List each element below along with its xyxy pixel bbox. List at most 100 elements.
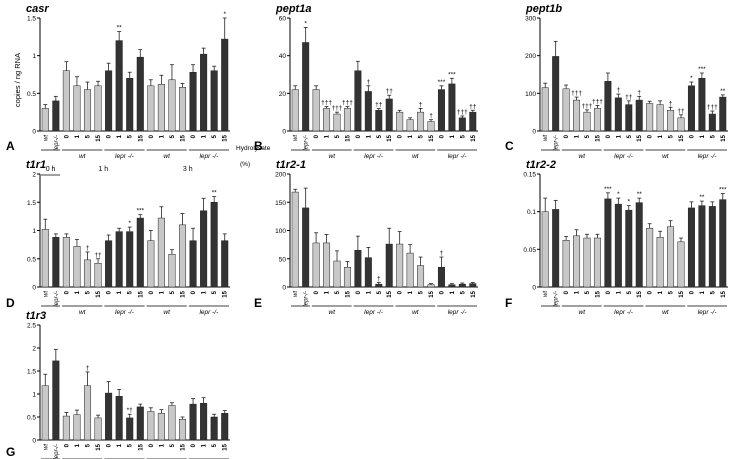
bar bbox=[593, 108, 601, 132]
bar bbox=[583, 237, 591, 288]
bar bbox=[562, 88, 570, 132]
y-tick-label: 40 bbox=[279, 53, 287, 60]
significance-mark: * bbox=[223, 11, 226, 18]
x-tick-label: lepr-/- bbox=[304, 291, 310, 307]
x-tick-label: 15 bbox=[637, 134, 643, 141]
y-tick-label: 0 bbox=[532, 285, 536, 292]
bar bbox=[593, 237, 601, 288]
bar bbox=[656, 104, 664, 132]
x-tick-label: 1 bbox=[366, 290, 372, 294]
group-label: wt bbox=[662, 153, 670, 160]
bar bbox=[541, 211, 549, 288]
bar bbox=[427, 121, 435, 132]
bar bbox=[333, 260, 341, 288]
group-label: wt bbox=[579, 153, 587, 160]
x-tick-label: 0 bbox=[606, 290, 612, 294]
x-tick-label: 1 bbox=[159, 443, 165, 447]
bar bbox=[115, 40, 123, 132]
x-tick-label: 5 bbox=[627, 290, 633, 294]
x-tick-label: 15 bbox=[96, 290, 102, 297]
x-tick-label: 5 bbox=[86, 290, 92, 294]
bar bbox=[708, 206, 716, 288]
bar bbox=[221, 38, 229, 132]
bar bbox=[333, 113, 341, 132]
group-label: lepr -/- bbox=[115, 153, 135, 160]
x-tick-label: 0 bbox=[648, 134, 654, 138]
bar bbox=[73, 85, 81, 132]
x-tick-label: lepr-/- bbox=[304, 135, 310, 151]
x-tick-label: 5 bbox=[128, 290, 134, 294]
y-tick-label: 0.1 bbox=[527, 209, 536, 216]
bar bbox=[437, 266, 445, 288]
y-tick-label: 0.5 bbox=[27, 256, 36, 263]
x-tick-label: 1 bbox=[159, 134, 165, 138]
bar bbox=[552, 56, 560, 132]
x-tick-label: 5 bbox=[170, 134, 176, 138]
bar bbox=[312, 242, 320, 288]
time-label: 1 h bbox=[98, 166, 108, 173]
significance-mark: †† bbox=[94, 252, 102, 259]
bar bbox=[354, 70, 362, 132]
bar bbox=[83, 259, 92, 288]
significance-mark: † bbox=[440, 250, 444, 257]
bar bbox=[115, 396, 123, 441]
x-tick-label: 0 bbox=[689, 290, 695, 294]
group-label: lepr -/- bbox=[448, 309, 468, 316]
bar bbox=[62, 237, 70, 288]
group-label: wt bbox=[579, 309, 587, 316]
x-tick-label: 5 bbox=[460, 290, 466, 294]
x-tick-label: 5 bbox=[585, 290, 591, 294]
bar bbox=[635, 202, 643, 288]
x-tick-label: 1 bbox=[117, 134, 123, 138]
bar bbox=[52, 100, 60, 132]
bar bbox=[552, 209, 560, 288]
bar bbox=[417, 111, 425, 132]
y-tick-label: 0.15 bbox=[523, 172, 536, 179]
y-tick-label: 1 bbox=[32, 53, 36, 60]
x-tick-label: 5 bbox=[335, 290, 341, 294]
bar bbox=[427, 284, 435, 288]
x-tick-label: 0 bbox=[191, 290, 197, 294]
x-tick-label: 1 bbox=[700, 134, 706, 138]
bar bbox=[687, 207, 695, 288]
bar bbox=[52, 237, 60, 288]
group-label: wt bbox=[329, 153, 337, 160]
x-tick-label: 1 bbox=[325, 290, 331, 294]
x-tick-label: 0 bbox=[107, 290, 113, 294]
bar bbox=[168, 253, 176, 288]
group-label: wt bbox=[163, 309, 171, 316]
bar bbox=[178, 87, 187, 132]
x-tick-label: wt bbox=[43, 291, 49, 297]
x-tick-label: 15 bbox=[181, 134, 187, 141]
bar bbox=[396, 111, 404, 132]
significance-mark: *** bbox=[719, 187, 727, 194]
significance-mark: †† bbox=[625, 94, 633, 101]
hydrolysate-unit: (%) bbox=[240, 161, 250, 168]
panel-letter: E bbox=[254, 296, 262, 310]
hydrolysate-label: Hydrolysate bbox=[236, 145, 271, 152]
significance-mark: ††† bbox=[457, 109, 468, 116]
significance-mark: †† bbox=[469, 103, 477, 110]
bar bbox=[406, 119, 414, 132]
bar bbox=[604, 81, 612, 132]
bar bbox=[583, 111, 591, 132]
x-tick-label: 15 bbox=[637, 290, 643, 297]
group-label: lepr -/- bbox=[614, 309, 634, 316]
bar bbox=[667, 226, 675, 288]
bar bbox=[375, 283, 383, 288]
bar bbox=[448, 284, 456, 288]
x-tick-label: 5 bbox=[710, 290, 716, 294]
group-label: lepr -/- bbox=[115, 309, 135, 316]
significance-mark: † bbox=[429, 113, 433, 120]
x-tick-label: lepr-/- bbox=[554, 291, 560, 307]
significance-mark: †† bbox=[386, 88, 394, 95]
bar bbox=[157, 413, 165, 441]
y-tick-label: 300 bbox=[525, 16, 536, 23]
bar bbox=[385, 243, 393, 288]
bar bbox=[41, 385, 49, 441]
significance-mark: ††† bbox=[582, 103, 593, 110]
x-tick-label: 1 bbox=[202, 443, 208, 447]
bar bbox=[656, 237, 664, 288]
x-tick-label: 0 bbox=[64, 290, 70, 294]
